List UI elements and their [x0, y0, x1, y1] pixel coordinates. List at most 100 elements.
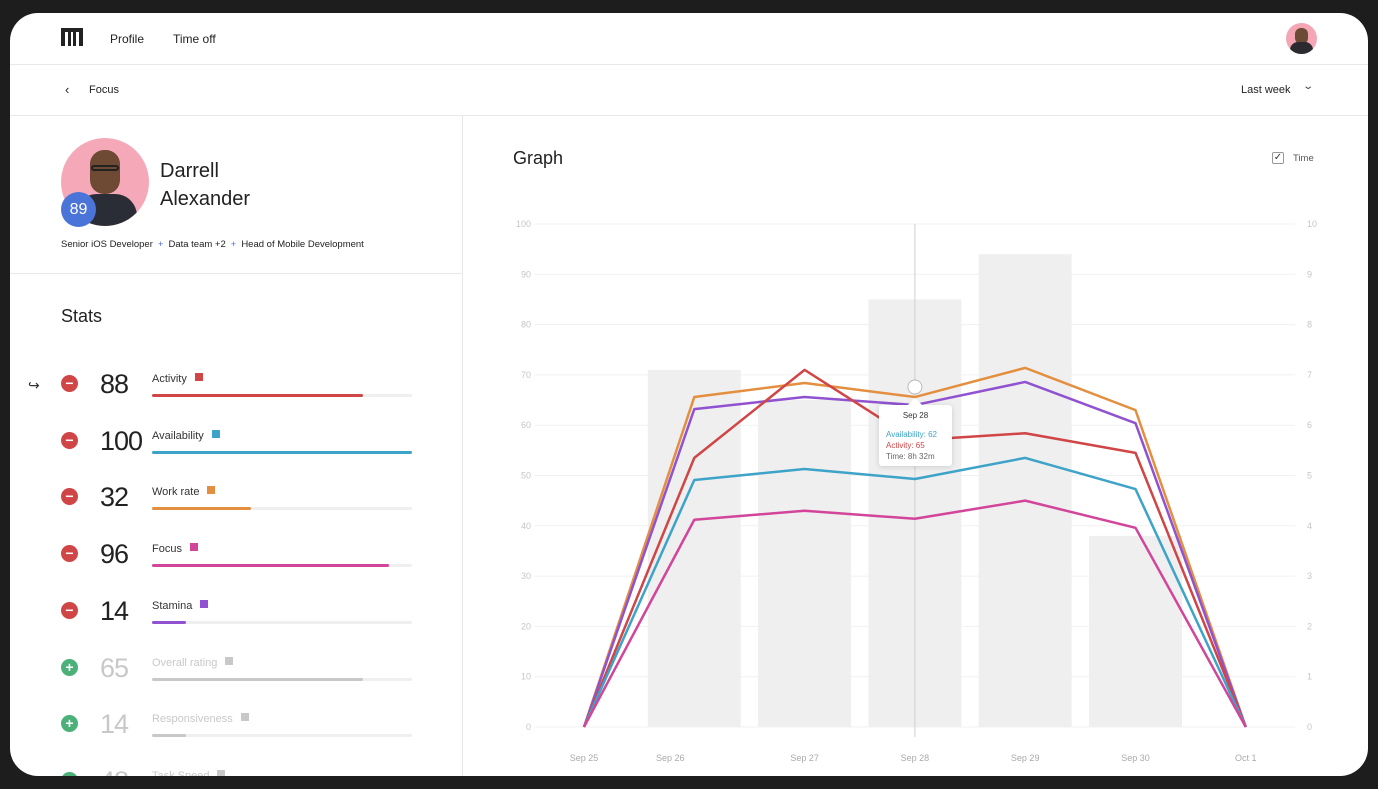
legend-swatch [194, 373, 203, 381]
stat-row[interactable]: − 96 Focus [10, 539, 462, 593]
stat-label: Activity [152, 373, 203, 385]
y2-tick-label: 6 [1307, 420, 1312, 430]
logo[interactable] [61, 28, 83, 46]
legend-swatch [211, 429, 220, 438]
stat-label-text: Task Speed [152, 769, 210, 776]
tooltip-line: Activity: 65 [886, 441, 925, 450]
remove-icon[interactable]: − [61, 601, 78, 619]
stat-row[interactable]: − 100 Availability [10, 426, 462, 480]
stat-label-text: Overall rating [152, 656, 218, 669]
stat-label-text: Activity [152, 373, 187, 385]
tooltip-line: Time: 8h 32m [886, 452, 935, 461]
x-tick-label: Sep 27 [790, 753, 819, 763]
add-icon[interactable]: + [61, 771, 78, 776]
stat-label: Focus [152, 543, 198, 555]
stat-progress-bar [152, 734, 412, 738]
hover-marker [907, 379, 923, 395]
divider [10, 273, 462, 274]
logo-icon [61, 28, 83, 46]
x-tick-label: Oct 1 [1235, 753, 1257, 763]
stat-label-text: Stamina [152, 599, 193, 612]
stat-value: 14 [100, 595, 129, 626]
first-name: Darrell [160, 160, 219, 182]
stat-label: Stamina [152, 599, 209, 612]
y2-tick-label: 9 [1307, 269, 1312, 279]
stat-row[interactable]: +65 Overall rating [10, 653, 462, 707]
time-checkbox[interactable]: ✓ [1272, 152, 1284, 164]
stat-row[interactable]: − 14 Stamina [10, 596, 462, 650]
y2-tick-label: 10 [1307, 219, 1317, 229]
series-line-work-rate [582, 366, 1247, 728]
x-tick-label: Sep 28 [901, 753, 930, 763]
y-tick-label: 10 [521, 672, 531, 682]
stat-progress-bar [152, 507, 412, 511]
y-tick-label: 30 [521, 571, 531, 581]
x-tick-label: Sep 26 [656, 753, 685, 763]
tag[interactable]: Data team +2 [168, 239, 226, 250]
time-bar [978, 254, 1072, 727]
back-chevron-icon[interactable]: ‹ [65, 82, 70, 97]
remove-icon[interactable]: − [61, 431, 78, 449]
stat-label-text: Work rate [152, 486, 200, 499]
graph-title: Graph [513, 148, 564, 168]
stat-value: 65 [100, 652, 129, 683]
stat-progress-bar [152, 394, 412, 397]
stat-row[interactable]: − 32 Work rate [10, 482, 462, 536]
stat-label: Availability [152, 429, 220, 442]
x-tick-label: Sep 30 [1121, 753, 1150, 763]
add-icon[interactable]: + [61, 715, 78, 733]
remove-icon[interactable]: − [61, 375, 78, 392]
legend-swatch [189, 543, 198, 552]
legend-swatch [240, 713, 249, 722]
stat-value: 100 [100, 425, 143, 456]
y-tick-label: 100 [516, 219, 531, 229]
time-bar [1089, 535, 1182, 727]
legend-swatch [207, 486, 216, 495]
user-avatar[interactable] [1286, 23, 1317, 54]
profile-name: Darrell Alexander [160, 157, 250, 213]
remove-icon[interactable]: − [61, 545, 78, 563]
stats-title: Stats [61, 306, 103, 326]
divider [10, 64, 1368, 65]
y2-tick-label: 3 [1307, 571, 1312, 581]
stat-value: 88 [100, 369, 129, 399]
y2-tick-label: 8 [1307, 320, 1312, 330]
score-badge: 89 [61, 192, 96, 227]
series-line-focus [582, 499, 1247, 728]
stat-label: Task Speed [152, 769, 226, 776]
y-tick-label: 90 [521, 269, 531, 279]
app-window: Profile Time off ‹ Focus Last week ⌄ 89 … [10, 13, 1368, 776]
tag: Head of Mobile Development [241, 239, 364, 250]
y2-tick-label: 2 [1307, 621, 1312, 631]
nav-profile[interactable]: Profile [110, 32, 145, 46]
stat-progress-bar [152, 564, 412, 568]
stat-label: Responsiveness [152, 713, 249, 725]
time-bar [758, 400, 852, 727]
stat-label: Work rate [152, 486, 216, 499]
tag: Senior iOS Developer [61, 239, 153, 250]
add-icon[interactable]: + [61, 658, 78, 676]
stat-row[interactable]: +14 Responsiveness [10, 709, 462, 763]
stat-label-text: Responsiveness [152, 713, 233, 726]
stat-row[interactable]: ↪ − 88 Activity [10, 369, 462, 423]
stat-progress-bar [152, 450, 412, 454]
divider [10, 115, 1368, 116]
nav-time-off[interactable]: Time off [173, 32, 216, 46]
x-tick-label: Sep 25 [570, 753, 599, 763]
chevron-down-icon[interactable]: ⌄ [1302, 81, 1315, 92]
stat-value: 48 [100, 766, 129, 776]
y-tick-label: 60 [521, 420, 531, 430]
period-select[interactable]: Last week [1241, 84, 1291, 96]
y2-tick-label: 5 [1307, 471, 1312, 481]
back-label[interactable]: Focus [89, 84, 119, 96]
y2-tick-label: 7 [1307, 370, 1312, 380]
time-checkbox-label[interactable]: Time [1293, 153, 1314, 164]
last-name: Alexander [160, 188, 251, 210]
chart-tooltip: Sep 28 Availability: 62 Activity: 65 Tim… [879, 397, 952, 466]
tooltip-line: Availability: 62 [886, 430, 937, 439]
remove-icon[interactable]: − [61, 488, 78, 506]
y-tick-label: 40 [521, 521, 531, 531]
stat-progress-bar [152, 677, 412, 681]
stat-value: 14 [100, 709, 129, 740]
panel-divider [462, 116, 463, 776]
